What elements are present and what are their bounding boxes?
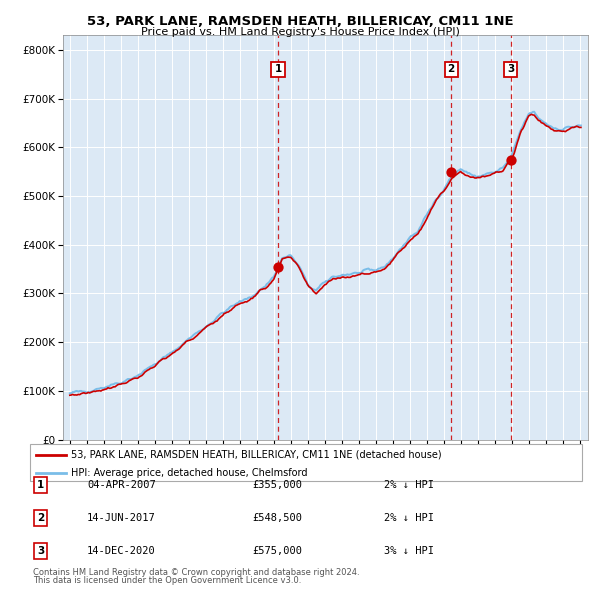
Point (446, 168, 456, 177)
Text: 2% ↓ HPI: 2% ↓ HPI (384, 480, 434, 490)
Text: This data is licensed under the Open Government Licence v3.0.: This data is licensed under the Open Gov… (33, 576, 301, 585)
Text: £575,000: £575,000 (252, 546, 302, 556)
Text: Contains HM Land Registry data © Crown copyright and database right 2024.: Contains HM Land Registry data © Crown c… (33, 568, 359, 577)
Text: 3: 3 (37, 546, 44, 556)
Text: 1: 1 (37, 480, 44, 490)
Text: 04-APR-2007: 04-APR-2007 (87, 480, 156, 490)
Text: 14-JUN-2017: 14-JUN-2017 (87, 513, 156, 523)
FancyBboxPatch shape (30, 444, 582, 481)
Text: 1: 1 (274, 64, 281, 74)
Text: 3% ↓ HPI: 3% ↓ HPI (384, 546, 434, 556)
Point (506, 155, 515, 164)
Point (273, 262, 283, 271)
Text: 2% ↓ HPI: 2% ↓ HPI (384, 513, 434, 523)
Text: £548,500: £548,500 (252, 513, 302, 523)
Text: HPI: Average price, detached house, Chelmsford: HPI: Average price, detached house, Chel… (71, 468, 308, 478)
Text: Price paid vs. HM Land Registry's House Price Index (HPI): Price paid vs. HM Land Registry's House … (140, 27, 460, 37)
Text: 2: 2 (37, 513, 44, 523)
Text: 53, PARK LANE, RAMSDEN HEATH, BILLERICAY, CM11 1NE: 53, PARK LANE, RAMSDEN HEATH, BILLERICAY… (86, 15, 514, 28)
Text: 53, PARK LANE, RAMSDEN HEATH, BILLERICAY, CM11 1NE (detached house): 53, PARK LANE, RAMSDEN HEATH, BILLERICAY… (71, 450, 442, 460)
Text: 3: 3 (507, 64, 514, 74)
Text: £355,000: £355,000 (252, 480, 302, 490)
Text: 2: 2 (448, 64, 455, 74)
Text: 14-DEC-2020: 14-DEC-2020 (87, 546, 156, 556)
